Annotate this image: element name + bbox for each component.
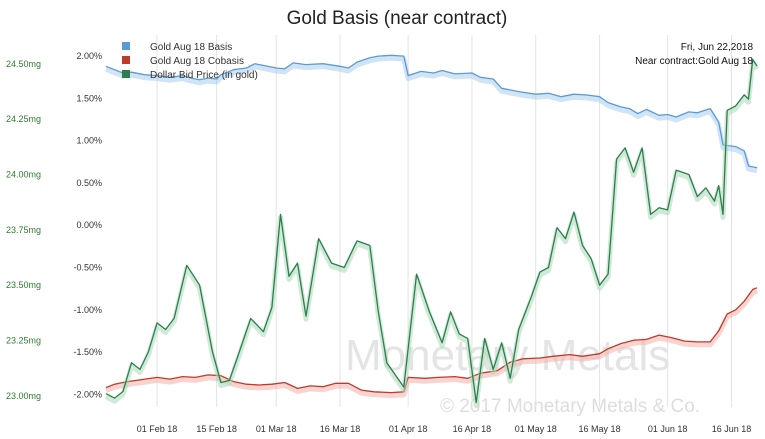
vertical-gridlines [156,35,732,407]
x-tick-label: 16 Mar 18 [320,424,361,434]
right-tick-label: -1.00% [73,305,102,315]
right-tick-label: 0.00% [76,220,102,230]
x-tick-label: 01 Jun 18 [648,424,688,434]
left-tick-label: 24.50mg [6,59,41,69]
legend: Gold Aug 18 Basis Gold Aug 18 Cobasis Do… [122,42,258,81]
x-axis-ticks: 01 Feb 18 15 Feb 18 01 Mar 18 16 Mar 18 01 A… [137,424,751,434]
right-tick-label: 1.00% [76,136,102,146]
x-tick-label: 01 May 18 [515,424,557,434]
right-tick-label: -2.00% [73,389,102,399]
x-tick-label: 16 May 18 [579,424,621,434]
right-tick-label: 1.50% [76,93,102,103]
x-tick-label: 16 Apr 18 [453,424,492,434]
right-tick-label: 0.50% [76,178,102,188]
left-axis-ticks: 23.00mg 23.25mg 23.50mg 23.75mg 24.00mg 24.25… [6,59,41,401]
right-tick-label: 2.00% [76,51,102,61]
x-tick-label: 15 Feb 18 [196,424,237,434]
x-tick-label: 01 Apr 18 [389,424,428,434]
series-shadow-0 [105,55,758,174]
chart-title: Gold Basis (near contract) [287,8,508,29]
left-tick-label: 23.75mg [6,225,41,235]
legend-swatch-cobasis [122,56,130,64]
left-tick-label: 23.50mg [6,280,41,290]
info-near-contract: Near contract:Gold Aug 18 [635,56,753,67]
right-tick-label: -1.50% [73,347,102,357]
left-tick-label: 24.25mg [6,114,41,124]
series-line-0 [105,54,758,169]
series-lines [104,54,760,409]
info-date: Fri, Jun 22,2018 [681,42,754,53]
x-tick-label: 01 Mar 18 [256,424,297,434]
legend-label-cobasis: Gold Aug 18 Cobasis [150,56,244,67]
legend-swatch-dollar-bid [122,70,130,78]
x-tick-label: 01 Feb 18 [137,424,178,434]
legend-label-dollar-bid: Dollar Bid Price (in gold) [150,70,258,81]
legend-swatch-basis [122,42,130,50]
watermark-copyright: © 2017 Monetary Metals & Co. [440,396,700,417]
left-tick-label: 23.00mg [6,391,41,401]
legend-label-basis: Gold Aug 18 Basis [150,42,232,53]
right-axis-ticks: 2.00% 1.50% 1.00% 0.50% 0.00% -0.50% -1.00% -1.… [73,51,102,399]
right-tick-label: -0.50% [73,263,102,273]
left-tick-label: 23.25mg [6,336,41,346]
left-tick-label: 24.00mg [6,170,41,180]
series-line-2 [105,58,758,404]
x-tick-label: 16 Jun 18 [712,424,752,434]
